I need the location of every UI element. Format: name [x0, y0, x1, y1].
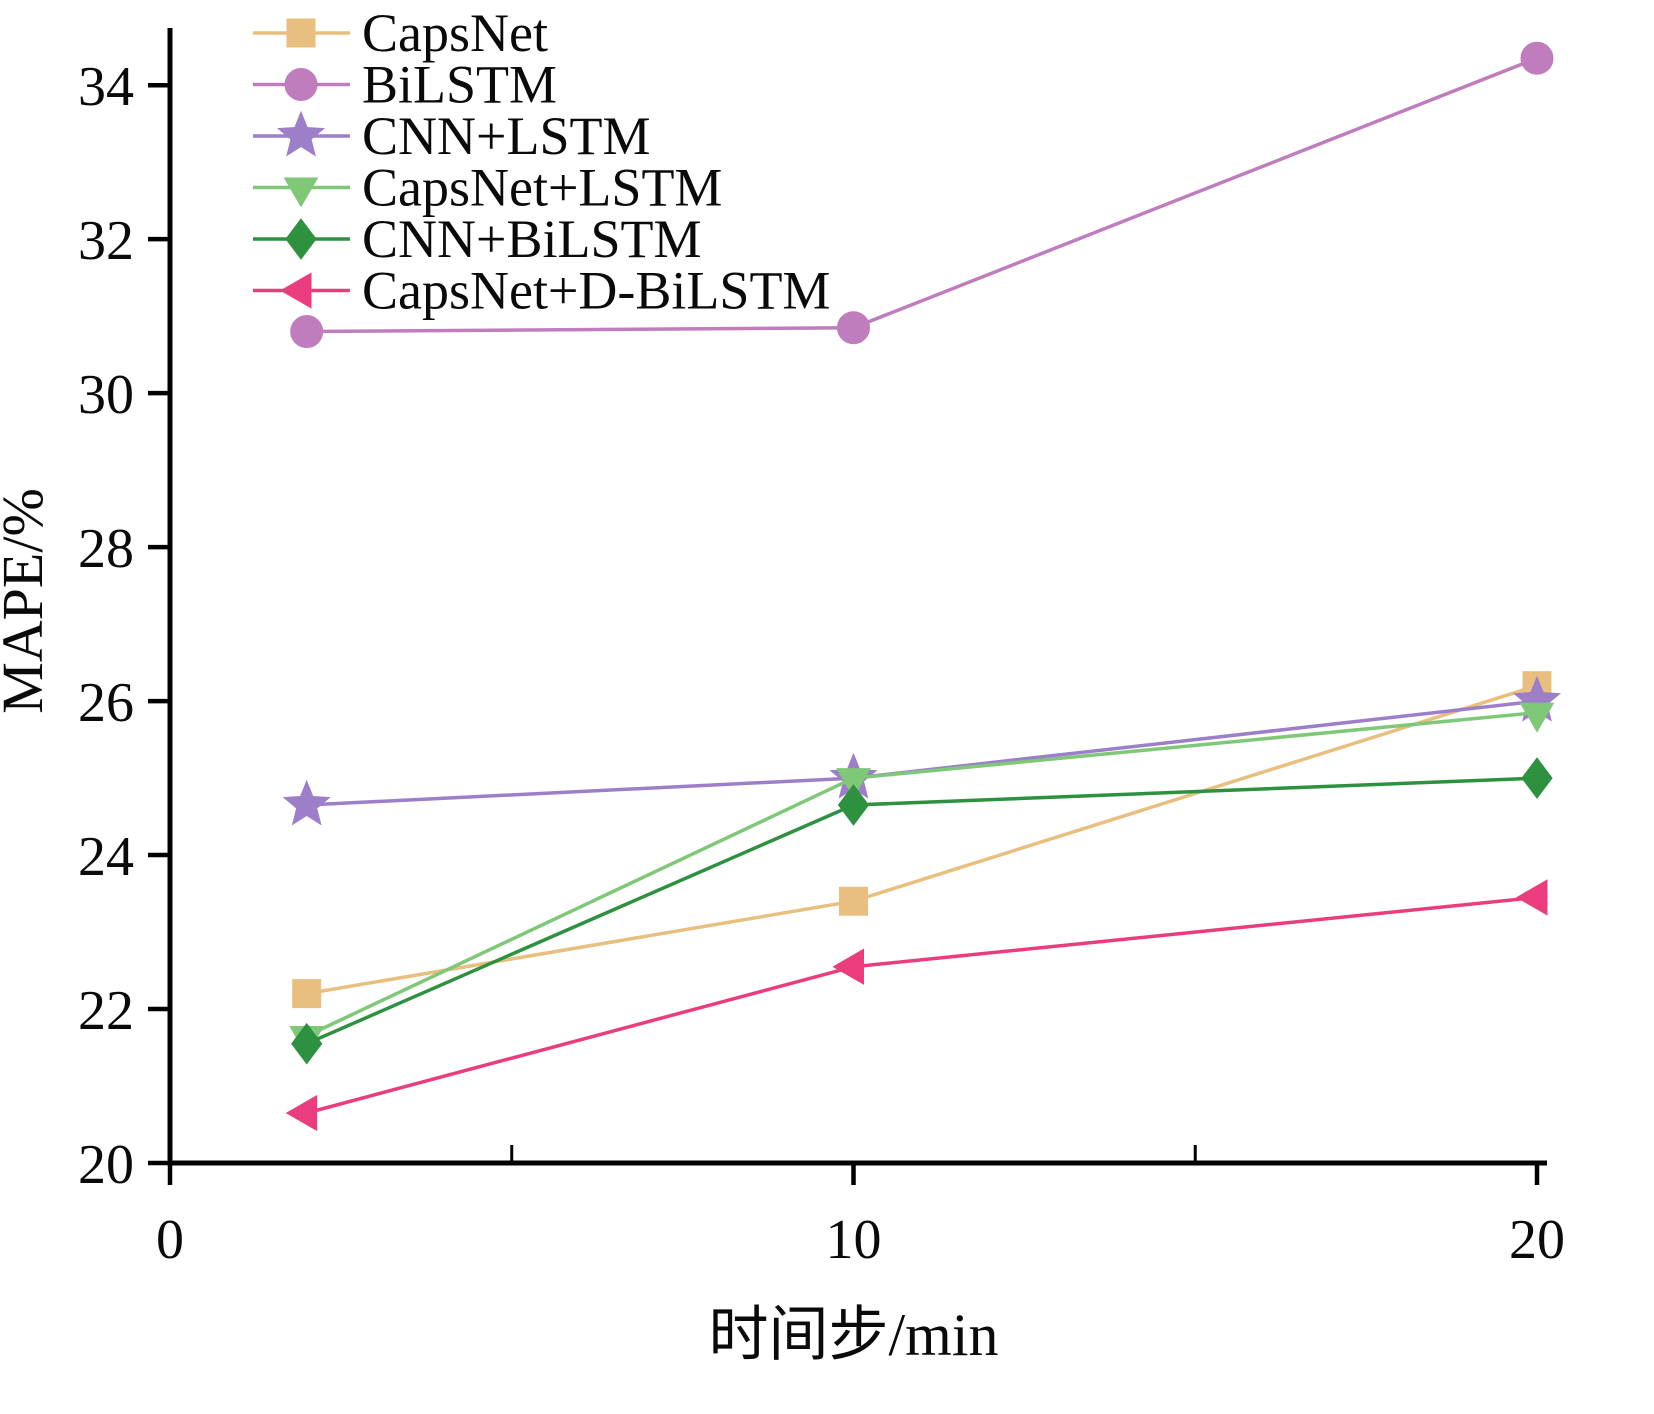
y-tick-label: 22	[78, 980, 134, 1042]
legend-marker-cnn-bilstm	[285, 218, 317, 260]
legend-label-cnn-lstm: CNN+LSTM	[362, 106, 650, 166]
y-tick-label: 26	[78, 672, 134, 734]
series-line-cnn-lstm	[306, 699, 1538, 807]
x-tick-label: 20	[1509, 1209, 1565, 1271]
series-marker-capsnet	[292, 979, 322, 1009]
x-tick-label: 10	[826, 1209, 882, 1271]
series-marker-capsnet-d-bilstm	[832, 948, 864, 985]
series-marker-cnn-bilstm	[1521, 757, 1553, 799]
series-line-capsnet-d-bilstm	[306, 895, 1538, 1115]
legend-marker-cnn-lstm	[276, 110, 326, 157]
legend-label-capsnet: CapsNet	[362, 3, 548, 63]
series-marker-capsnet-d-bilstm	[285, 1094, 318, 1132]
x-tick-label: 0	[156, 1209, 184, 1271]
series-marker-cnn-bilstm	[291, 1022, 323, 1065]
x-axis-label: 时间步/min	[708, 1302, 998, 1368]
y-tick-label: 28	[78, 518, 134, 580]
series-marker-capsnet	[839, 886, 868, 916]
y-axis-label: MAPE/%	[0, 488, 55, 714]
series-line-capsnet-lstm	[305, 710, 1538, 1038]
series-marker-bilstm	[1520, 41, 1554, 75]
y-tick-label: 24	[78, 826, 134, 888]
y-tick-label: 32	[78, 210, 134, 272]
legend-marker-bilstm	[284, 68, 318, 101]
legend-label-capsnet-lstm: CapsNet+LSTM	[362, 158, 722, 218]
legend-label-cnn-bilstm: CNN+BiLSTM	[362, 209, 702, 269]
series-marker-capsnet-d-bilstm	[1515, 879, 1548, 916]
series-marker-capsnet-lstm	[1519, 702, 1555, 733]
legend-marker-capsnet-lstm	[283, 177, 319, 208]
series-marker-cnn-lstm	[282, 779, 331, 826]
series-marker-bilstm	[837, 311, 870, 345]
series-marker-cnn-bilstm	[837, 784, 870, 826]
legend-marker-capsnet-d-bilstm	[279, 272, 312, 309]
series-marker-capsnet-lstm	[836, 768, 871, 799]
legend-label-capsnet-d-bilstm: CapsNet+D-BiLSTM	[362, 261, 830, 321]
legend-label-bilstm: BiLSTM	[362, 55, 557, 115]
y-tick-label: 34	[78, 56, 134, 118]
series-line-cnn-bilstm	[305, 776, 1538, 1046]
y-tick-label: 20	[78, 1134, 134, 1196]
legend-marker-capsnet	[286, 18, 316, 48]
series-marker-bilstm	[290, 315, 324, 349]
y-tick-label: 30	[78, 364, 134, 426]
